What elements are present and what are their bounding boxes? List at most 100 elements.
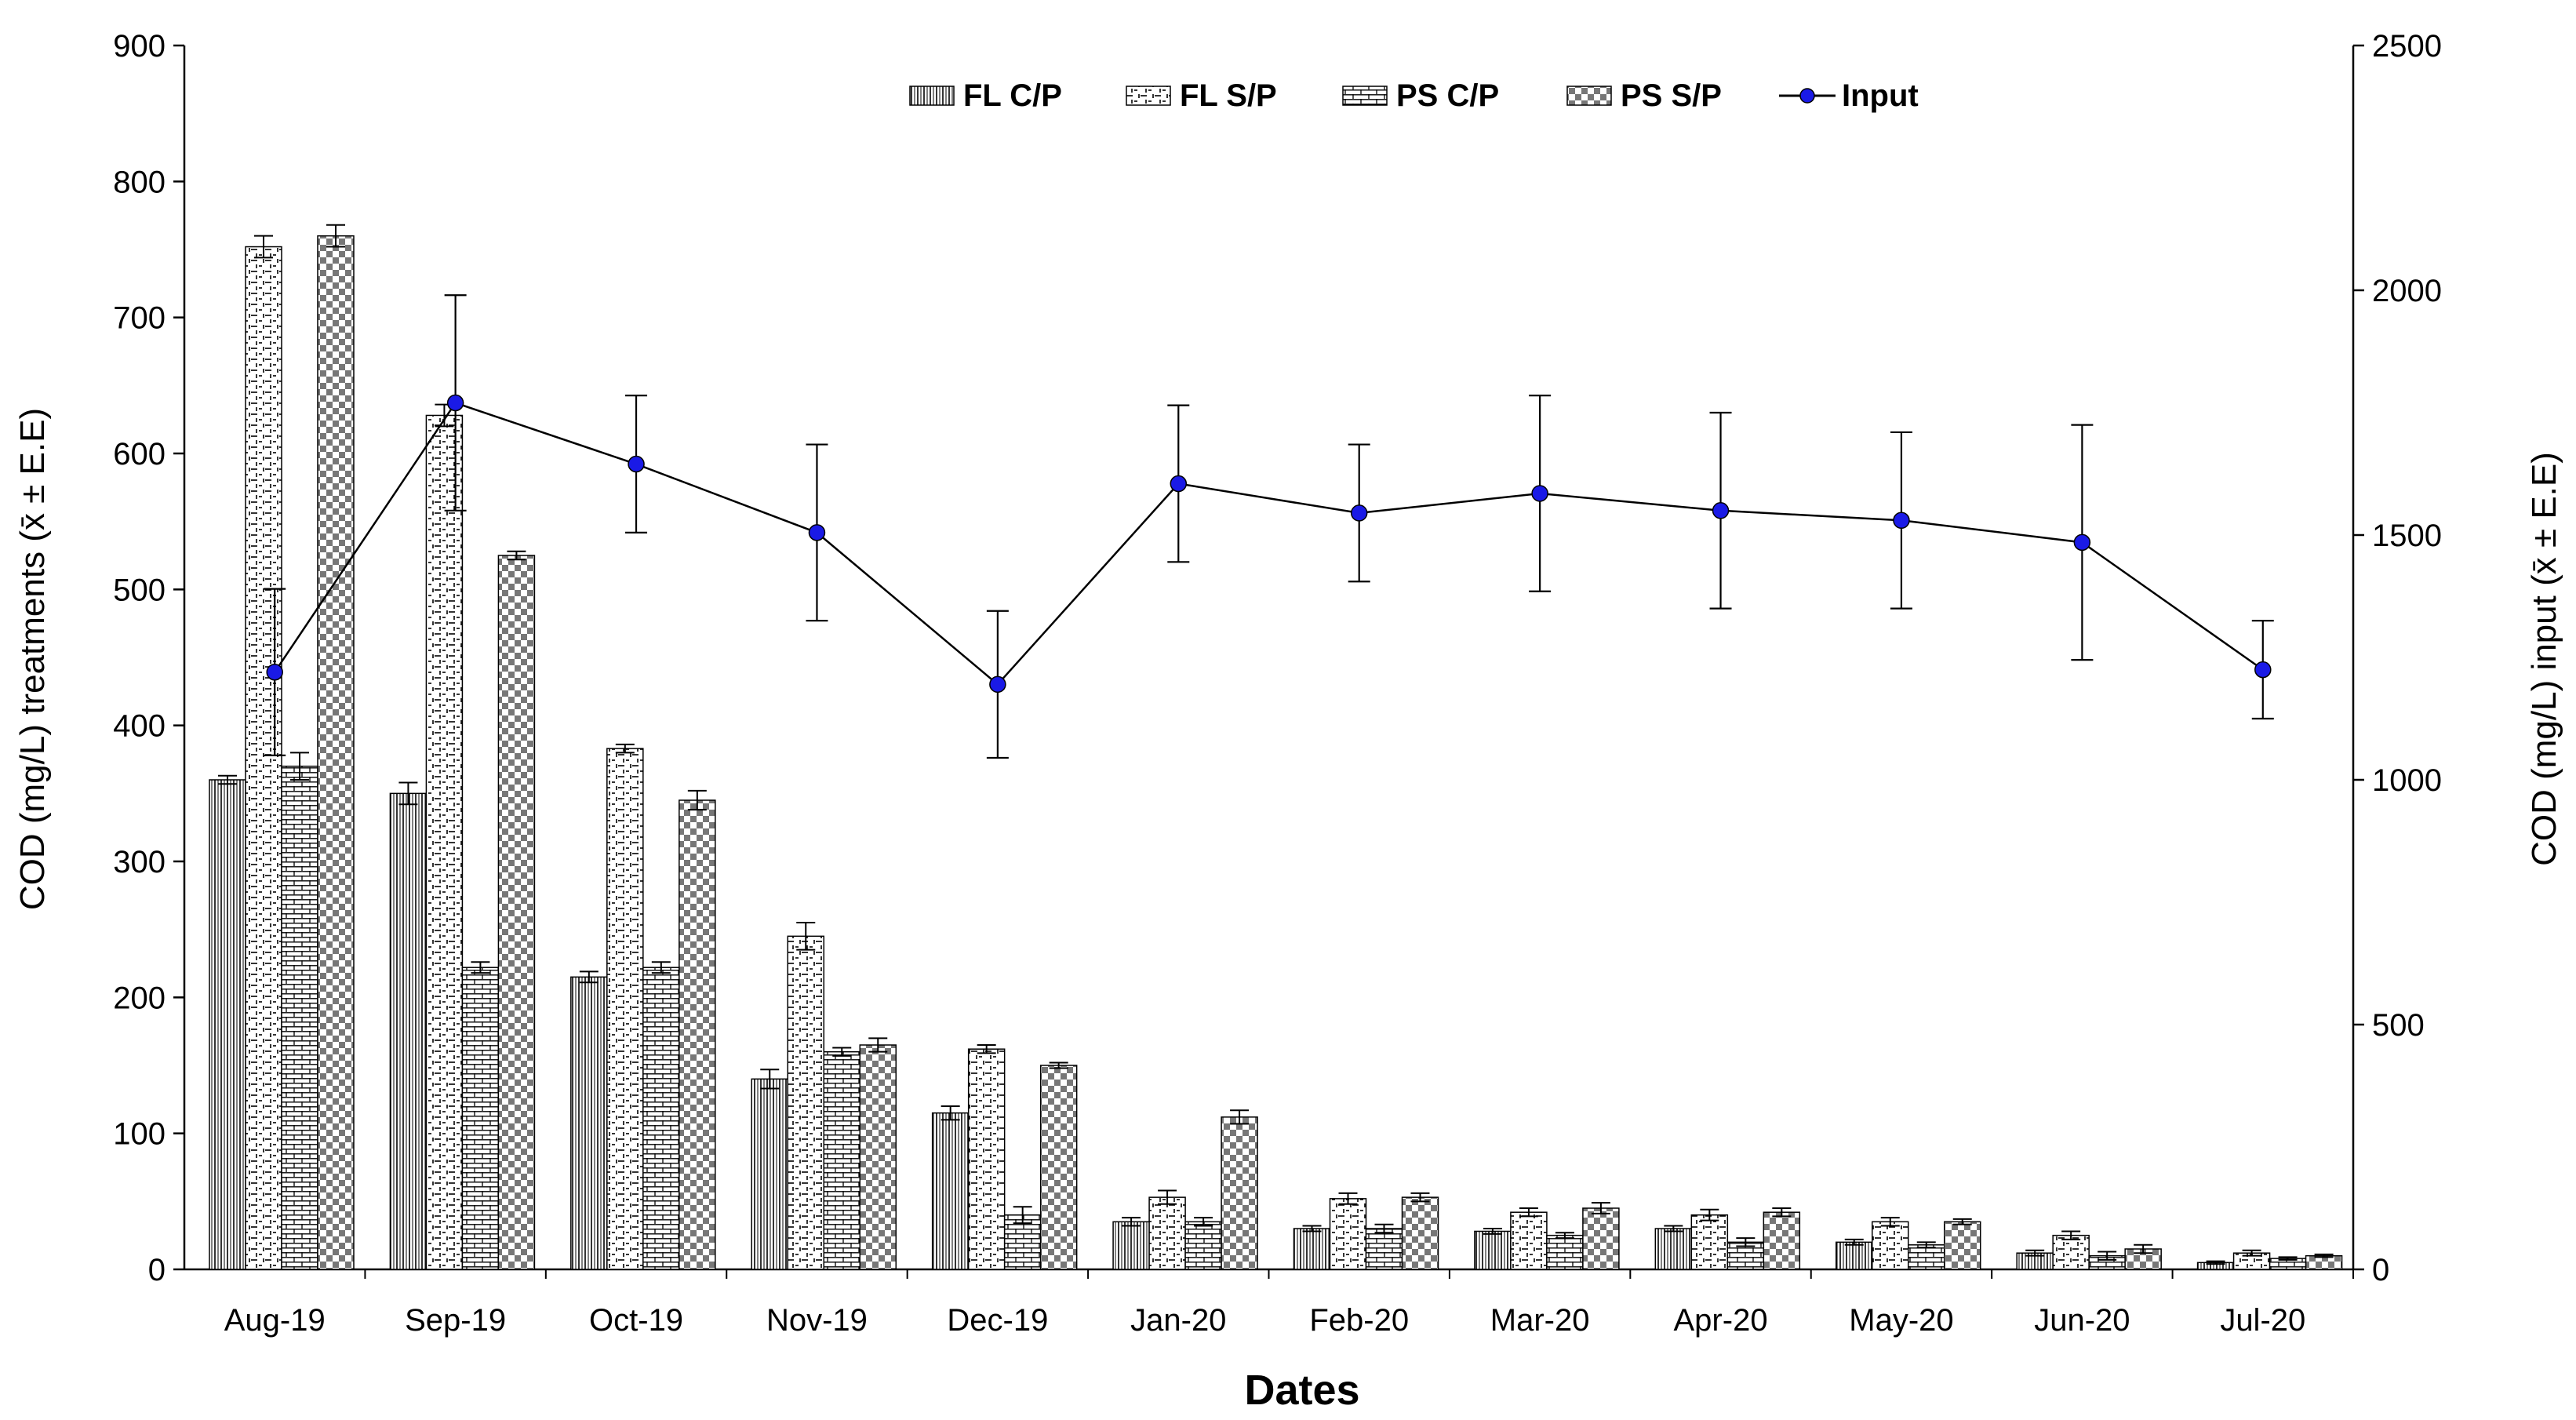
error-bar-fl-c-p-nov-19 (760, 1069, 780, 1090)
error-bar-ps-s-p-jan-20 (1230, 1109, 1250, 1125)
bar-ps-c-p-may-20 (1908, 1244, 1945, 1270)
error-bar-ps-s-p-sep-19 (507, 550, 526, 561)
bar-ps-s-p-apr-20 (1763, 1211, 1801, 1270)
input-point-may-20 (1893, 512, 1910, 530)
bar-ps-c-p-sep-19 (461, 967, 500, 1270)
bar-fl-s-p-sep-19 (425, 414, 464, 1270)
bar-fl-c-p-may-20 (1836, 1241, 1873, 1270)
bar-ps-c-p-aug-19 (281, 765, 318, 1270)
bar-fl-s-p-mar-20 (1510, 1211, 1548, 1270)
y-tick-label-left: 400 (113, 709, 166, 744)
y-tick-label-left: 500 (113, 573, 166, 607)
bar-ps-c-p-feb-20 (1365, 1228, 1403, 1270)
x-tick-label: Jun-20 (2034, 1303, 2130, 1338)
x-tick-label: Sep-19 (405, 1303, 506, 1338)
input-point-dec-19 (989, 675, 1006, 694)
x-tick-label: Jan-20 (1130, 1303, 1226, 1338)
bar-fl-s-p-apr-20 (1690, 1214, 1729, 1270)
error-bar-fl-s-p-feb-20 (1338, 1192, 1358, 1205)
error-bar-ps-c-p-apr-20 (1736, 1237, 1756, 1247)
input-point-jul-20 (2254, 661, 2272, 679)
error-bar-ps-c-p-nov-19 (832, 1047, 852, 1057)
legend: FL C/P FL S/P PS C/P PS S/P Input (909, 78, 1919, 113)
x-tick-label: Aug-19 (224, 1303, 326, 1338)
x-tick-label: Mar-20 (1490, 1303, 1590, 1338)
legend-label-input: Input (1842, 78, 1919, 113)
legend-label-fl-cp: FL C/P (963, 78, 1062, 113)
x-tick-label: Nov-19 (766, 1303, 868, 1338)
legend-item-fl-cp: FL C/P (909, 78, 1062, 113)
bar-ps-s-p-feb-20 (1401, 1196, 1439, 1270)
legend-label-fl-sp: FL S/P (1180, 78, 1277, 113)
input-point-feb-20 (1350, 504, 1368, 522)
bar-ps-c-p-oct-19 (642, 967, 680, 1270)
x-tick-label: Dec-19 (947, 1303, 1048, 1338)
x-tick-label: May-20 (1849, 1303, 1953, 1338)
legend-item-fl-sp: FL S/P (1126, 78, 1277, 113)
error-bar-ps-c-p-sep-19 (471, 961, 490, 974)
error-bar-ps-s-p-mar-20 (1591, 1202, 1610, 1214)
input-point-mar-20 (1531, 485, 1548, 502)
plot-area: 0 100 200 300 400 500 600 700 800 900 0 500 1000 1500… (113, 29, 2442, 1338)
legend-item-ps-cp: PS C/P (1342, 78, 1499, 113)
error-bar-fl-s-p-oct-19 (615, 743, 635, 754)
legend-item-input: Input (1779, 78, 1919, 113)
error-bar-fl-c-p-apr-20 (1664, 1225, 1683, 1232)
y-tick-label-left: 0 (148, 1253, 166, 1287)
error-bar-fl-s-p-jan-20 (1158, 1189, 1177, 1205)
bar-ps-c-p-mar-20 (1546, 1234, 1584, 1270)
error-bar-fl-c-p-jun-20 (2025, 1249, 2045, 1257)
error-bar-fl-c-p-oct-19 (579, 970, 599, 984)
input-point-nov-19 (808, 524, 826, 541)
bar-fl-c-p-aug-19 (209, 779, 246, 1270)
error-bar-fl-s-p-apr-20 (1700, 1208, 1719, 1222)
bar-fl-s-p-dec-19 (967, 1048, 1006, 1270)
bar-ps-s-p-nov-19 (859, 1044, 897, 1270)
error-bar-ps-s-p-jun-20 (2134, 1243, 2153, 1254)
bar-ps-c-p-nov-19 (823, 1050, 860, 1270)
bar-fl-c-p-sep-19 (389, 792, 428, 1270)
legend-label-ps-sp: PS S/P (1621, 78, 1722, 113)
error-bar-fl-c-p-aug-19 (218, 774, 237, 785)
error-bar-fl-c-p-mar-20 (1483, 1228, 1502, 1235)
bar-fl-s-p-jan-20 (1148, 1196, 1186, 1270)
legend-label-ps-cp: PS C/P (1396, 78, 1499, 113)
error-bar-ps-c-p-may-20 (1916, 1241, 1936, 1249)
error-bar-ps-s-p-may-20 (1952, 1218, 1972, 1225)
bar-ps-s-p-aug-19 (317, 235, 355, 1270)
bar-fl-c-p-nov-19 (751, 1078, 788, 1270)
y-tick-label-left: 300 (113, 845, 166, 879)
error-bar-fl-s-p-jul-20 (2242, 1249, 2261, 1257)
error-bar-ps-c-p-feb-20 (1374, 1223, 1394, 1234)
error-bar-ps-c-p-mar-20 (1555, 1232, 1574, 1240)
bar-ps-s-p-dec-19 (1039, 1065, 1078, 1270)
error-bar-ps-c-p-jan-20 (1194, 1217, 1213, 1227)
x-tick-label: Apr-20 (1674, 1303, 1768, 1338)
error-bar-fl-s-p-dec-19 (977, 1044, 996, 1054)
bar-fl-c-p-apr-20 (1654, 1228, 1693, 1270)
bar-ps-s-p-jan-20 (1221, 1116, 1258, 1270)
input-line (274, 402, 2264, 686)
error-bar-fl-s-p-aug-19 (254, 235, 273, 259)
bar-fl-c-p-feb-20 (1293, 1228, 1331, 1270)
y-tick-label-left: 200 (113, 981, 166, 1015)
y-tick-label-left: 600 (113, 437, 166, 472)
bar-fl-s-p-may-20 (1872, 1221, 1909, 1270)
error-bar-fl-s-p-mar-20 (1519, 1207, 1538, 1218)
y-tick-label-right: 2500 (2372, 29, 2442, 64)
bar-fl-s-p-aug-19 (245, 246, 282, 1270)
input-point-aug-19 (266, 663, 283, 681)
error-bar-fl-c-p-jul-20 (2206, 1260, 2225, 1265)
error-bar-ps-s-p-apr-20 (1772, 1207, 1792, 1218)
bar-ps-c-p-dec-19 (1003, 1214, 1042, 1270)
error-bar-ps-c-p-jul-20 (2278, 1256, 2298, 1261)
bar-fl-c-p-jan-20 (1112, 1221, 1150, 1270)
error-bar-fl-c-p-sep-19 (398, 781, 418, 806)
bar-ps-s-p-may-20 (1944, 1221, 1981, 1270)
error-bar-ps-s-p-aug-19 (326, 224, 345, 248)
error-bar-ps-c-p-jun-20 (2098, 1251, 2117, 1261)
error-bar-ps-c-p-oct-19 (651, 961, 671, 974)
error-bar-ps-s-p-oct-19 (687, 789, 707, 811)
bar-ps-c-p-jan-20 (1184, 1221, 1222, 1270)
